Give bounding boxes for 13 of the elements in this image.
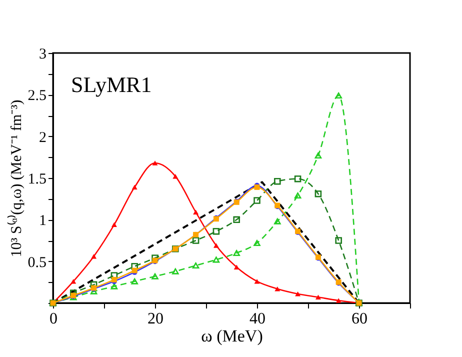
x-tick-label: 0 <box>50 310 58 328</box>
x-axis-title: ω (MeV) <box>201 326 263 346</box>
annotation: SLyMR1 <box>71 72 152 97</box>
y-tick-label: 1 <box>39 213 46 230</box>
y-tick-label: 0.5 <box>28 254 46 271</box>
y-tick-label: 3 <box>39 46 46 62</box>
x-tick-label: 40 <box>250 310 266 328</box>
y-tick-label: 2.5 <box>28 88 46 104</box>
x-tick-label: 60 <box>352 310 368 328</box>
y-tick-label: 2 <box>39 130 46 146</box>
y-axis-title: 10³ S⁽ᵅ⁾(q,ω) (MeV⁻¹ fm⁻³) <box>6 100 25 258</box>
x-tick-label: 20 <box>148 310 164 328</box>
y-tick-label: 1.5 <box>28 172 46 188</box>
